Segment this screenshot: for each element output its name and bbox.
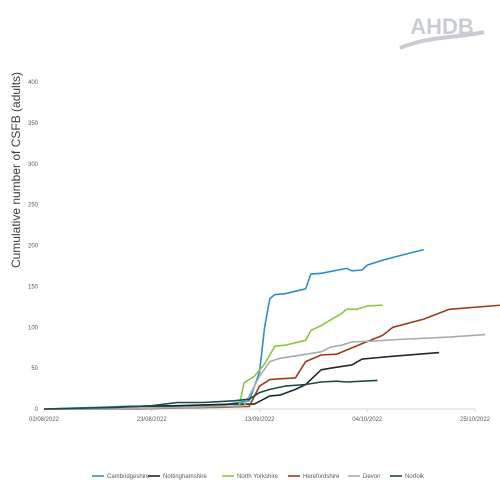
- y-tick-label: 400: [28, 80, 39, 86]
- legend-label: Norfolk: [405, 474, 425, 480]
- y-tick-label: 50: [31, 366, 38, 372]
- series-line-nottinghamshire: [44, 351, 440, 410]
- x-tick-label: 25/10/2022: [460, 417, 491, 423]
- legend-label: Devon: [363, 474, 380, 480]
- series-line-devon: [44, 333, 486, 410]
- series-line-norfolk: [43, 379, 378, 410]
- legend-label: Nottinghamshire: [163, 474, 207, 480]
- series-line-north-yorkshire: [44, 304, 383, 410]
- y-tick-label: 100: [28, 325, 39, 331]
- logo-swoosh-icon: [399, 30, 485, 50]
- series-line-herefordshire: [44, 304, 500, 410]
- y-tick-label: 350: [28, 121, 39, 127]
- legend: Cambridgeshire Nottinghamshire North Yorks…: [92, 474, 425, 480]
- y-tick-label: 150: [28, 284, 39, 290]
- x-tick-label: 13/09/2022: [244, 417, 275, 423]
- x-tick-label: 23/08/2022: [137, 417, 168, 423]
- y-tick-label: 250: [28, 203, 39, 209]
- legend-label: Herefordshire: [303, 474, 340, 480]
- y-tick-label: 200: [28, 244, 39, 250]
- series-line-cambridgeshire: [43, 248, 424, 410]
- series-lines: [43, 248, 500, 410]
- y-tick-label: 0: [35, 407, 39, 413]
- logo-text: AHDB: [410, 14, 474, 39]
- x-tick-label: 02/08/2022: [29, 417, 60, 423]
- ahdb-logo: AHDB: [399, 14, 485, 50]
- y-tick-label: 300: [28, 162, 39, 168]
- legend-label: North Yorkshire: [237, 474, 279, 480]
- x-tick-label: 04/10/2022: [352, 417, 383, 423]
- y-axis-label: Cumulative number of CSFB (adults): [9, 72, 23, 268]
- legend-label: Cambridgeshire: [107, 474, 150, 480]
